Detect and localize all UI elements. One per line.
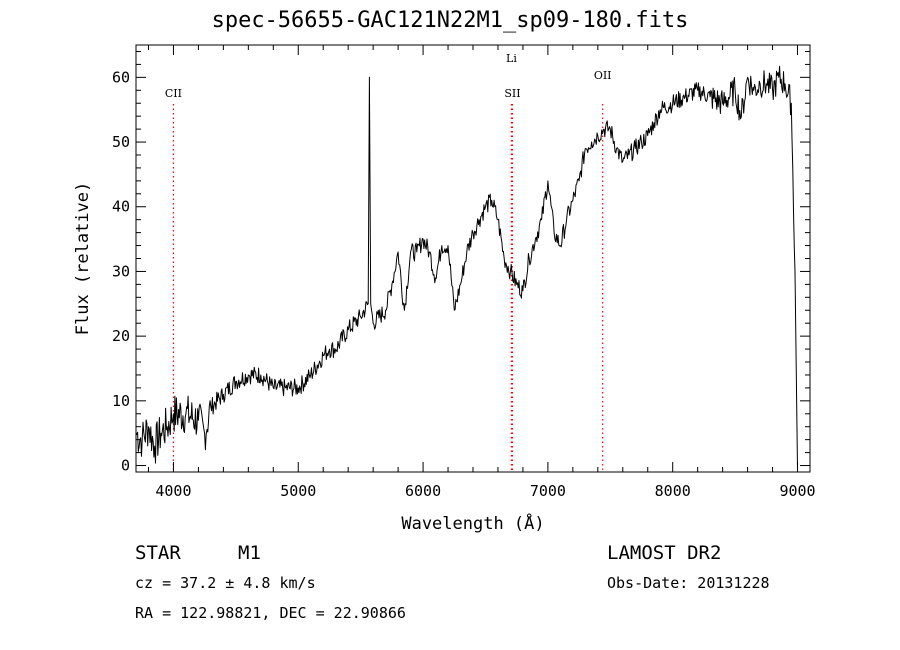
tick-layer [136,45,810,472]
annotation-layer: CII Li SII OII [165,52,612,472]
object-subclass: M1 [238,542,261,564]
spectral-line-label: OII [594,69,612,82]
x-tick-label: 7000 [530,482,566,500]
coordinates: RA = 122.98821, DEC = 22.90866 [135,604,406,622]
spectrum-line [135,65,798,469]
y-tick-label: 10 [112,392,130,410]
observation-date: Obs-Date: 20131228 [607,574,770,592]
plot-frame [135,44,811,473]
data-layer [135,65,798,469]
x-tick-label: 4000 [155,482,191,500]
spectral-line-label: CII [165,87,182,100]
spectral-line-label: Li [506,52,517,65]
object-class: STAR [135,542,181,564]
x-tick-label: 9000 [779,482,815,500]
y-tick-label: 20 [112,327,130,345]
y-tick-label: 60 [112,68,130,86]
x-tick-label: 8000 [655,482,691,500]
survey-release: LAMOST DR2 [607,542,722,564]
x-tick-label: 5000 [280,482,316,500]
y-tick-label: 0 [121,457,130,475]
chart-title: spec-56655-GAC121N22M1_sp09-180.fits [211,8,689,33]
y-tick-label: 30 [112,262,130,280]
spectral-line-label: SII [504,87,520,100]
plot-border [135,44,811,473]
x-axis-label: Wavelength (Å) [401,512,544,534]
y-tick-label: 50 [112,133,130,151]
y-axis-label: Flux (relative) [73,182,93,336]
label-layer: 4000 5000 6000 7000 8000 9000 0 10 20 30 40 50 60 Wav… [73,68,816,534]
x-tick-label: 6000 [405,482,441,500]
y-tick-label: 40 [112,198,130,216]
redshift-velocity: cz = 37.2 ± 4.8 km/s [135,574,316,592]
